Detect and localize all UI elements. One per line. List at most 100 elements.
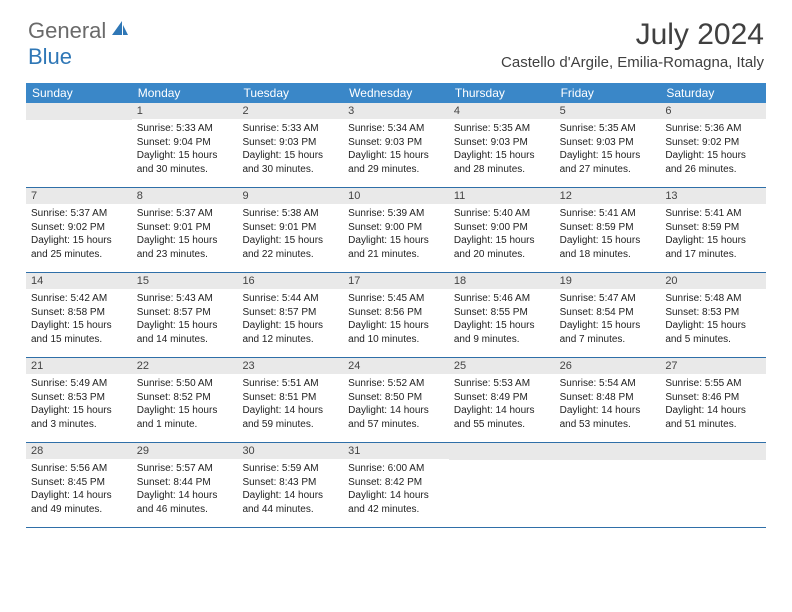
- daylight-text: Daylight: 15 hours and 20 minutes.: [454, 234, 550, 261]
- sunset-text: Sunset: 8:46 PM: [665, 391, 761, 405]
- day-number: 8: [132, 188, 238, 204]
- day-cell: 17Sunrise: 5:45 AMSunset: 8:56 PMDayligh…: [343, 273, 449, 357]
- daylight-text: Daylight: 15 hours and 22 minutes.: [242, 234, 338, 261]
- sunset-text: Sunset: 8:57 PM: [242, 306, 338, 320]
- sunset-text: Sunset: 8:55 PM: [454, 306, 550, 320]
- day-number: 30: [237, 443, 343, 459]
- day-cell: 20Sunrise: 5:48 AMSunset: 8:53 PMDayligh…: [660, 273, 766, 357]
- daylight-text: Daylight: 14 hours and 59 minutes.: [242, 404, 338, 431]
- day-number: 24: [343, 358, 449, 374]
- day-number: 15: [132, 273, 238, 289]
- day-content: Sunrise: 5:49 AMSunset: 8:53 PMDaylight:…: [26, 374, 132, 435]
- sunrise-text: Sunrise: 5:40 AM: [454, 207, 550, 221]
- empty-day-bar: [449, 443, 555, 460]
- sunset-text: Sunset: 8:42 PM: [348, 476, 444, 490]
- day-number: 16: [237, 273, 343, 289]
- day-cell: 26Sunrise: 5:54 AMSunset: 8:48 PMDayligh…: [555, 358, 661, 442]
- sunset-text: Sunset: 8:45 PM: [31, 476, 127, 490]
- daylight-text: Daylight: 15 hours and 30 minutes.: [242, 149, 338, 176]
- week-row: 1Sunrise: 5:33 AMSunset: 9:04 PMDaylight…: [26, 103, 766, 188]
- daylight-text: Daylight: 14 hours and 53 minutes.: [560, 404, 656, 431]
- day-number: 1: [132, 103, 238, 119]
- sunrise-text: Sunrise: 5:38 AM: [242, 207, 338, 221]
- day-number: 9: [237, 188, 343, 204]
- day-content: Sunrise: 5:37 AMSunset: 9:01 PMDaylight:…: [132, 204, 238, 265]
- sunrise-text: Sunrise: 5:47 AM: [560, 292, 656, 306]
- day-number: 6: [660, 103, 766, 119]
- day-number: 22: [132, 358, 238, 374]
- sunset-text: Sunset: 9:01 PM: [137, 221, 233, 235]
- calendar: SundayMondayTuesdayWednesdayThursdayFrid…: [26, 83, 766, 528]
- day-header: Wednesday: [343, 83, 449, 103]
- day-number: 3: [343, 103, 449, 119]
- empty-day-bar: [660, 443, 766, 460]
- day-content: Sunrise: 5:33 AMSunset: 9:04 PMDaylight:…: [132, 119, 238, 180]
- day-number: 20: [660, 273, 766, 289]
- day-content: Sunrise: 5:37 AMSunset: 9:02 PMDaylight:…: [26, 204, 132, 265]
- daylight-text: Daylight: 15 hours and 21 minutes.: [348, 234, 444, 261]
- sunrise-text: Sunrise: 5:41 AM: [665, 207, 761, 221]
- sunrise-text: Sunrise: 5:51 AM: [242, 377, 338, 391]
- daylight-text: Daylight: 14 hours and 42 minutes.: [348, 489, 444, 516]
- day-cell: 25Sunrise: 5:53 AMSunset: 8:49 PMDayligh…: [449, 358, 555, 442]
- sunset-text: Sunset: 9:03 PM: [242, 136, 338, 150]
- day-header: Saturday: [660, 83, 766, 103]
- day-content: Sunrise: 5:42 AMSunset: 8:58 PMDaylight:…: [26, 289, 132, 350]
- week-row: 28Sunrise: 5:56 AMSunset: 8:45 PMDayligh…: [26, 443, 766, 528]
- daylight-text: Daylight: 15 hours and 12 minutes.: [242, 319, 338, 346]
- sunrise-text: Sunrise: 5:41 AM: [560, 207, 656, 221]
- sunrise-text: Sunrise: 5:42 AM: [31, 292, 127, 306]
- day-content: Sunrise: 5:38 AMSunset: 9:01 PMDaylight:…: [237, 204, 343, 265]
- title-block: July 2024 Castello d'Argile, Emilia-Roma…: [501, 18, 764, 71]
- day-number: 31: [343, 443, 449, 459]
- day-number: 5: [555, 103, 661, 119]
- daylight-text: Daylight: 15 hours and 26 minutes.: [665, 149, 761, 176]
- sunrise-text: Sunrise: 5:33 AM: [137, 122, 233, 136]
- day-content: Sunrise: 5:35 AMSunset: 9:03 PMDaylight:…: [449, 119, 555, 180]
- day-cell: [555, 443, 661, 527]
- day-number: 26: [555, 358, 661, 374]
- sunrise-text: Sunrise: 5:54 AM: [560, 377, 656, 391]
- day-cell: 30Sunrise: 5:59 AMSunset: 8:43 PMDayligh…: [237, 443, 343, 527]
- day-number: 19: [555, 273, 661, 289]
- sunrise-text: Sunrise: 5:59 AM: [242, 462, 338, 476]
- sunset-text: Sunset: 8:54 PM: [560, 306, 656, 320]
- sunrise-text: Sunrise: 5:45 AM: [348, 292, 444, 306]
- day-cell: [26, 103, 132, 187]
- day-number: 27: [660, 358, 766, 374]
- day-header: Friday: [555, 83, 661, 103]
- sunset-text: Sunset: 9:00 PM: [348, 221, 444, 235]
- day-content: Sunrise: 6:00 AMSunset: 8:42 PMDaylight:…: [343, 459, 449, 520]
- day-cell: 13Sunrise: 5:41 AMSunset: 8:59 PMDayligh…: [660, 188, 766, 272]
- sunset-text: Sunset: 8:57 PM: [137, 306, 233, 320]
- day-content: Sunrise: 5:55 AMSunset: 8:46 PMDaylight:…: [660, 374, 766, 435]
- day-number: 10: [343, 188, 449, 204]
- day-content: Sunrise: 5:53 AMSunset: 8:49 PMDaylight:…: [449, 374, 555, 435]
- location-label: Castello d'Argile, Emilia-Romagna, Italy: [501, 54, 764, 71]
- day-cell: 27Sunrise: 5:55 AMSunset: 8:46 PMDayligh…: [660, 358, 766, 442]
- daylight-text: Daylight: 14 hours and 55 minutes.: [454, 404, 550, 431]
- daylight-text: Daylight: 15 hours and 27 minutes.: [560, 149, 656, 176]
- day-number: 11: [449, 188, 555, 204]
- daylight-text: Daylight: 15 hours and 28 minutes.: [454, 149, 550, 176]
- day-content: Sunrise: 5:45 AMSunset: 8:56 PMDaylight:…: [343, 289, 449, 350]
- sunrise-text: Sunrise: 5:53 AM: [454, 377, 550, 391]
- sunset-text: Sunset: 8:51 PM: [242, 391, 338, 405]
- day-cell: 6Sunrise: 5:36 AMSunset: 9:02 PMDaylight…: [660, 103, 766, 187]
- day-cell: 5Sunrise: 5:35 AMSunset: 9:03 PMDaylight…: [555, 103, 661, 187]
- day-cell: 9Sunrise: 5:38 AMSunset: 9:01 PMDaylight…: [237, 188, 343, 272]
- sunset-text: Sunset: 8:59 PM: [560, 221, 656, 235]
- day-header-row: SundayMondayTuesdayWednesdayThursdayFrid…: [26, 83, 766, 103]
- sunset-text: Sunset: 9:03 PM: [454, 136, 550, 150]
- day-cell: 3Sunrise: 5:34 AMSunset: 9:03 PMDaylight…: [343, 103, 449, 187]
- sunset-text: Sunset: 9:04 PM: [137, 136, 233, 150]
- sunset-text: Sunset: 8:59 PM: [665, 221, 761, 235]
- day-content: Sunrise: 5:56 AMSunset: 8:45 PMDaylight:…: [26, 459, 132, 520]
- daylight-text: Daylight: 14 hours and 49 minutes.: [31, 489, 127, 516]
- sunrise-text: Sunrise: 6:00 AM: [348, 462, 444, 476]
- sunset-text: Sunset: 9:02 PM: [665, 136, 761, 150]
- day-content: Sunrise: 5:59 AMSunset: 8:43 PMDaylight:…: [237, 459, 343, 520]
- day-cell: 23Sunrise: 5:51 AMSunset: 8:51 PMDayligh…: [237, 358, 343, 442]
- day-number: 18: [449, 273, 555, 289]
- day-cell: 22Sunrise: 5:50 AMSunset: 8:52 PMDayligh…: [132, 358, 238, 442]
